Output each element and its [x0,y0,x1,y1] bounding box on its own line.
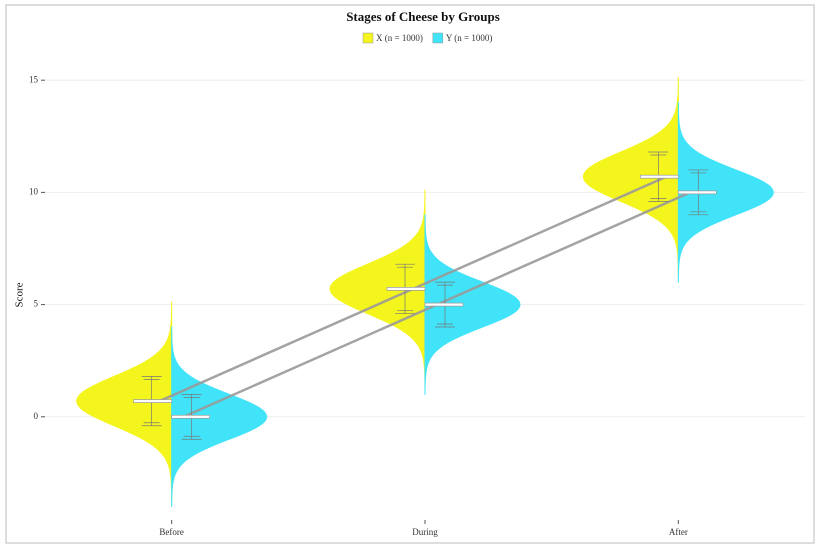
mean-bar [677,190,717,195]
x-tick-label: Before [159,527,184,537]
mean-bar [386,287,426,291]
frame [5,4,815,544]
violin-half [582,77,679,276]
violin-half [329,189,426,389]
legend-swatch [432,32,444,44]
y-tick-label: 5 [34,299,39,309]
mean-bar [133,399,173,403]
mean-bar [171,414,211,419]
y-tick-label: 15 [29,74,39,84]
legend-label: Y (n = 1000) [446,33,493,43]
legend-swatch [362,32,374,44]
x-tick-label: During [412,527,438,537]
y-tick-label: 0 [34,411,39,421]
chart-title: Stages of Cheese by Groups [346,9,500,24]
y-axis-label: Score [14,282,26,307]
mean-bar [424,302,464,307]
violin-half [76,301,173,501]
y-tick-label: 10 [29,186,39,196]
violin-half [677,102,774,283]
mean-bar [639,174,679,179]
violin-half [424,214,521,395]
violin-half [171,326,268,508]
x-tick-label: After [669,527,688,537]
legend-label: X (n = 1000) [376,33,423,43]
